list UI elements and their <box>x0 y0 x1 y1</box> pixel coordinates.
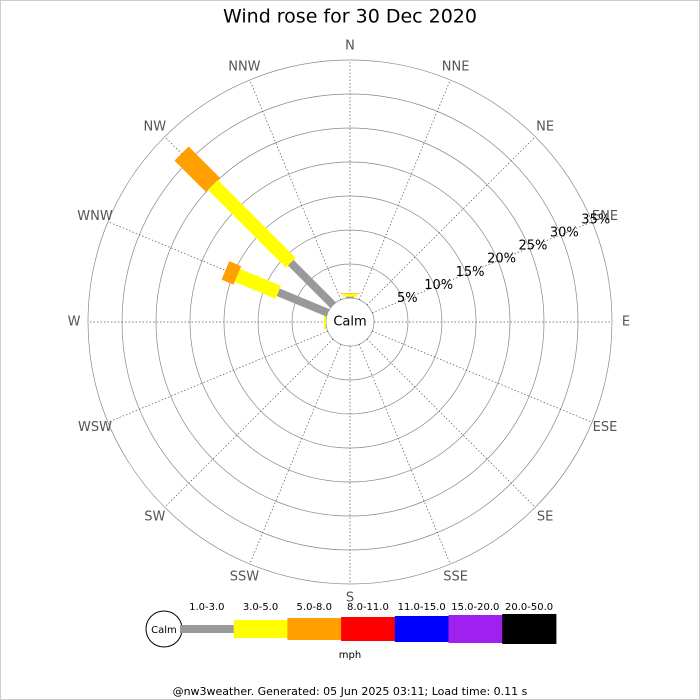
direction-label: WSW <box>78 420 112 435</box>
legend-unit: mph <box>339 650 361 661</box>
legend-swatch <box>180 625 235 633</box>
direction-label: SSW <box>230 569 260 584</box>
spoke <box>372 330 593 423</box>
spoke <box>107 330 328 423</box>
direction-label: N <box>345 39 355 54</box>
ring-label: 30% <box>550 226 579 241</box>
legend-swatch <box>341 617 396 641</box>
legend-label: 5.0-8.0 <box>297 602 332 613</box>
spoke <box>366 338 536 508</box>
direction-label: SSE <box>443 569 468 584</box>
spoke <box>366 136 536 306</box>
direction-label: NE <box>536 119 554 134</box>
chart-title: Wind rose for 30 Dec 2020 <box>223 6 477 28</box>
footer: @nw3weather. Generated: 05 Jun 2025 03:1… <box>173 685 528 698</box>
ring-label: 25% <box>518 239 547 254</box>
ring <box>291 263 409 381</box>
ring-label: 15% <box>456 265 485 280</box>
bar-segment <box>207 179 296 268</box>
spoke <box>358 79 451 300</box>
spoke <box>372 221 593 314</box>
legend-label: 15.0-20.0 <box>451 602 499 613</box>
ring-label: 5% <box>397 291 418 306</box>
legend-swatch <box>233 620 288 638</box>
direction-label: S <box>346 591 354 606</box>
bar-segment <box>174 146 220 192</box>
legend-label: 11.0-15.0 <box>398 602 446 613</box>
legend-swatch <box>502 614 557 644</box>
direction-label: W <box>68 315 81 330</box>
ring <box>155 127 545 517</box>
direction-label: SE <box>537 510 553 525</box>
bar-segment <box>276 288 330 317</box>
ring <box>87 59 613 585</box>
direction-label: NNW <box>228 60 260 75</box>
ring <box>189 161 511 483</box>
direction-label: WNW <box>77 209 113 224</box>
legend-label: 8.0-11.0 <box>347 602 389 613</box>
calm-cover <box>326 298 374 346</box>
direction-label: SW <box>144 510 165 525</box>
direction-label: NNE <box>442 60 470 75</box>
bar-segment <box>234 268 281 299</box>
legend-label: 3.0-5.0 <box>243 602 278 613</box>
legend-swatch <box>394 616 449 642</box>
legend-label: 1.0-3.0 <box>189 602 224 613</box>
legend-swatch <box>448 615 503 643</box>
legend-label: 20.0-50.0 <box>505 602 553 613</box>
legend-calm-label: Calm <box>151 625 177 636</box>
direction-label: E <box>622 315 630 330</box>
spoke <box>249 79 342 300</box>
direction-label: ENE <box>592 209 618 224</box>
direction-label: NW <box>144 119 167 134</box>
spoke <box>249 344 342 565</box>
bar-segment <box>221 261 242 285</box>
ring-label: 10% <box>424 278 453 293</box>
legend-swatch <box>287 618 342 640</box>
spoke <box>358 344 451 565</box>
ring-label: 35% <box>581 213 610 228</box>
direction-label: ESE <box>593 420 618 435</box>
bar-segment <box>287 259 336 308</box>
spoke <box>164 338 334 508</box>
ring-label: 20% <box>487 252 516 267</box>
calm-label: Calm <box>333 315 366 330</box>
